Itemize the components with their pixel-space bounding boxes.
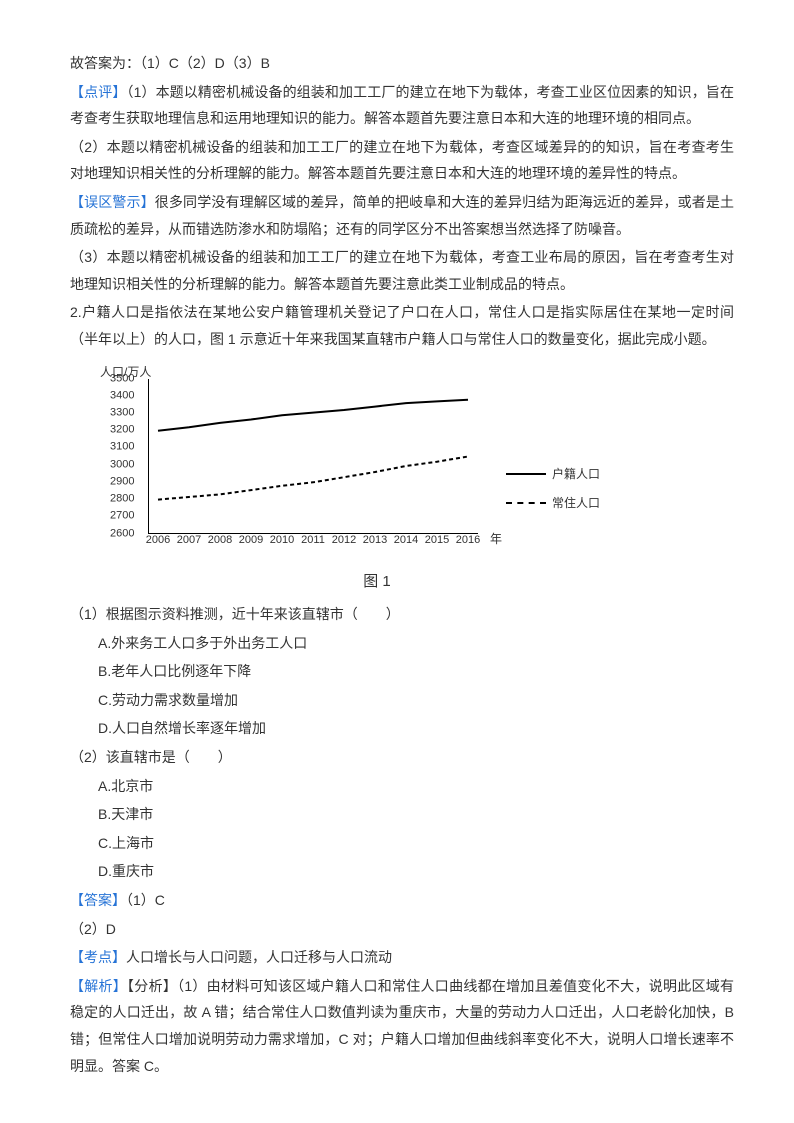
q2-2: （2）该直辖市是（ ） — [70, 744, 734, 771]
legend-label-huji: 户籍人口 — [552, 463, 600, 486]
chart-xtick: 2010 — [270, 530, 294, 551]
q2-1: （1）根据图示资料推测，近十年来该直辖市（ ） — [70, 601, 734, 628]
chart-legend: 户籍人口 常住人口 — [506, 463, 600, 521]
q2-2-option-b: B.天津市 — [70, 801, 734, 828]
line-chart: 人口/万人 2600 2700 2800 2900 3000 3100 3200… — [100, 363, 590, 563]
chart-xtick: 2008 — [208, 530, 232, 551]
comment-3: （3）本题以精密机械设备的组装和加工工厂的建立在地下为载体，考查工业布局的原因，… — [70, 244, 734, 297]
error-warning-title: 【误区警示】 — [70, 194, 155, 210]
legend-item-changzhu: 常住人口 — [506, 492, 600, 515]
comment-1: 【点评】（1）本题以精密机械设备的组装和加工工厂的建立在地下为载体，考查工业区位… — [70, 79, 734, 132]
chart-xtick: 2011 — [301, 530, 325, 551]
chart-ytick: 3500 — [110, 368, 134, 389]
chart-xtick: 2009 — [239, 530, 263, 551]
error-warning: 【误区警示】很多同学没有理解区域的差异，简单的把岐阜和大连的差异归结为距海远近的… — [70, 189, 734, 242]
q2-2-option-c: C.上海市 — [70, 830, 734, 857]
chart-xtick: 2015 — [425, 530, 449, 551]
legend-item-huji: 户籍人口 — [506, 463, 600, 486]
q2-2-option-a: A.北京市 — [70, 773, 734, 800]
error-warning-text: 很多同学没有理解区域的差异，简单的把岐阜和大连的差异归结为距海远近的差异，或者是… — [70, 194, 734, 237]
comment-2: （2）本题以精密机械设备的组装和加工工厂的建立在地下为载体，考查区域差异的的知识… — [70, 134, 734, 187]
chart-xtick: 2014 — [394, 530, 418, 551]
q2-stem: 2.户籍人口是指依法在某地公安户籍管理机关登记了户口在人口，常住人口是指实际居住… — [70, 299, 734, 352]
q2-1-option-d: D.人口自然增长率逐年增加 — [70, 715, 734, 742]
kaodian-label: 【考点】 — [70, 949, 126, 965]
legend-dashed-line — [506, 502, 546, 504]
jiexi-block: 【解析】【分析】（1）由材料可知该区域户籍人口和常住人口曲线都在增加且差值变化不… — [70, 973, 734, 1079]
answer-2-2: （2）D — [70, 916, 734, 943]
q2-1-option-c: C.劳动力需求数量增加 — [70, 687, 734, 714]
legend-label-changzhu: 常住人口 — [552, 492, 600, 515]
answer-block: 【答案】（1）C — [70, 887, 734, 914]
answer-2-1: （1）C — [126, 892, 165, 908]
chart-xtick: 2012 — [332, 530, 356, 551]
jiexi-label: 【解析】 — [70, 978, 127, 994]
chart-xtick: 2016 — [456, 530, 480, 551]
q2-1-option-b: B.老年人口比例逐年下降 — [70, 658, 734, 685]
comment-1-text: （1）本题以精密机械设备的组装和加工工厂的建立在地下为载体，考查工业区位因素的知… — [70, 84, 734, 127]
legend-solid-line — [506, 473, 546, 475]
chart-title: 图 1 — [20, 568, 734, 597]
answer-line: 故答案为：（1）C（2）D（3）B — [70, 50, 734, 77]
q2-1-option-a: A.外来务工人口多于外出务工人口 — [70, 630, 734, 657]
kaodian-block: 【考点】人口增长与人口问题，人口迁移与人口流动 — [70, 944, 734, 971]
chart-xtick: 2006 — [146, 530, 170, 551]
answer-label: 【答案】 — [70, 892, 126, 908]
q2-2-option-d: D.重庆市 — [70, 858, 734, 885]
kaodian-text: 人口增长与人口问题，人口迁移与人口流动 — [126, 949, 392, 965]
comment-title-1: 【点评】 — [70, 84, 126, 100]
chart-axes — [148, 379, 478, 534]
fenxi-label: 【分析】 — [127, 978, 177, 994]
chart-xtick: 2007 — [177, 530, 201, 551]
chart-x-label: 年 — [490, 528, 502, 551]
chart-xtick: 2013 — [363, 530, 387, 551]
chart-figure-1: 人口/万人 2600 2700 2800 2900 3000 3100 3200… — [100, 363, 734, 597]
